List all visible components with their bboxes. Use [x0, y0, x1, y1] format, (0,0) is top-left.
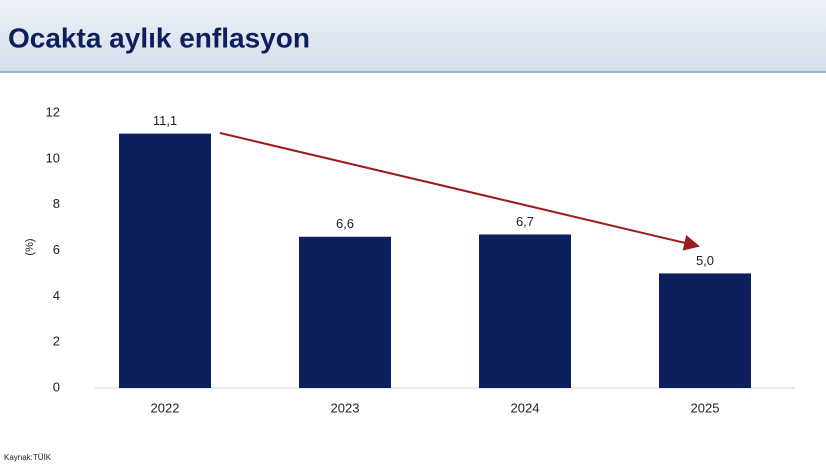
source-note: Kaynak:TÜİK	[4, 453, 52, 462]
y-tick-label: 6	[53, 242, 60, 257]
y-tick-label: 12	[46, 104, 60, 119]
x-tick-label: 2023	[331, 400, 360, 415]
bar	[299, 236, 391, 388]
value-label: 5,0	[696, 253, 714, 268]
value-label: 6,7	[516, 214, 534, 229]
trend-arrow	[219, 132, 700, 251]
y-tick-label: 4	[53, 288, 60, 303]
bar	[119, 133, 211, 388]
x-tick-label: 2024	[511, 400, 540, 415]
chart-title: Ocakta aylık enflasyon	[8, 22, 310, 53]
y-tick-label: 2	[53, 334, 60, 349]
y-tick-label: 8	[53, 196, 60, 211]
header-band	[0, 0, 826, 72]
y-axis-label: (%)	[24, 238, 36, 255]
bar	[479, 234, 571, 388]
x-tick-label: 2025	[691, 400, 720, 415]
bar	[659, 273, 751, 388]
x-tick-label: 2022	[151, 400, 180, 415]
value-label: 6,6	[336, 216, 354, 231]
value-label: 11,1	[153, 113, 177, 128]
y-tick-label: 0	[53, 379, 60, 394]
y-tick-label: 10	[46, 150, 60, 165]
